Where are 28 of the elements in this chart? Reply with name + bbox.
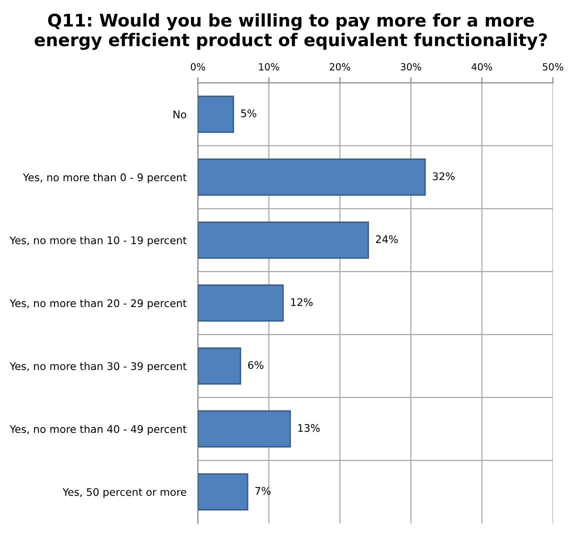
bar xyxy=(198,410,291,448)
data-label: 13% xyxy=(298,424,320,432)
bar xyxy=(198,347,242,385)
y-tick-label: Yes, no more than 20 - 29 percent xyxy=(10,299,187,310)
chart-title: Q11: Would you be willing to pay more for a more energy efficient product of equivalent functionality? xyxy=(34,13,547,50)
data-label: 12% xyxy=(291,298,313,306)
y-tick-label: Yes, no more than 40 - 49 percent xyxy=(10,424,187,436)
y-tick-label: Yes, no more than 10 - 19 percent xyxy=(10,236,187,246)
data-label: 5% xyxy=(241,109,256,118)
bar xyxy=(198,221,369,259)
x-tick-label: 20% xyxy=(330,63,350,70)
bar xyxy=(198,284,284,322)
y-tick-label: No xyxy=(174,110,186,118)
x-tick-label: 10% xyxy=(259,63,280,70)
x-tick-label: 50% xyxy=(542,63,564,70)
x-tick-label: 40% xyxy=(472,63,492,70)
bar xyxy=(198,473,248,510)
y-tick-label: Yes, 50 percent or more xyxy=(62,488,186,498)
data-label: 6% xyxy=(248,361,264,370)
bar xyxy=(198,96,234,133)
data-label: 32% xyxy=(432,172,455,180)
data-label: 24% xyxy=(376,235,398,244)
data-label: 7% xyxy=(255,486,270,495)
x-tick-label: 30% xyxy=(400,63,422,70)
x-tick-label: 0% xyxy=(190,63,206,70)
y-tick-label: Yes, no more than 0 - 9 percent xyxy=(22,173,187,184)
y-tick-label: Yes, no more than 30 - 39 percent xyxy=(10,362,187,372)
bar xyxy=(198,158,426,196)
